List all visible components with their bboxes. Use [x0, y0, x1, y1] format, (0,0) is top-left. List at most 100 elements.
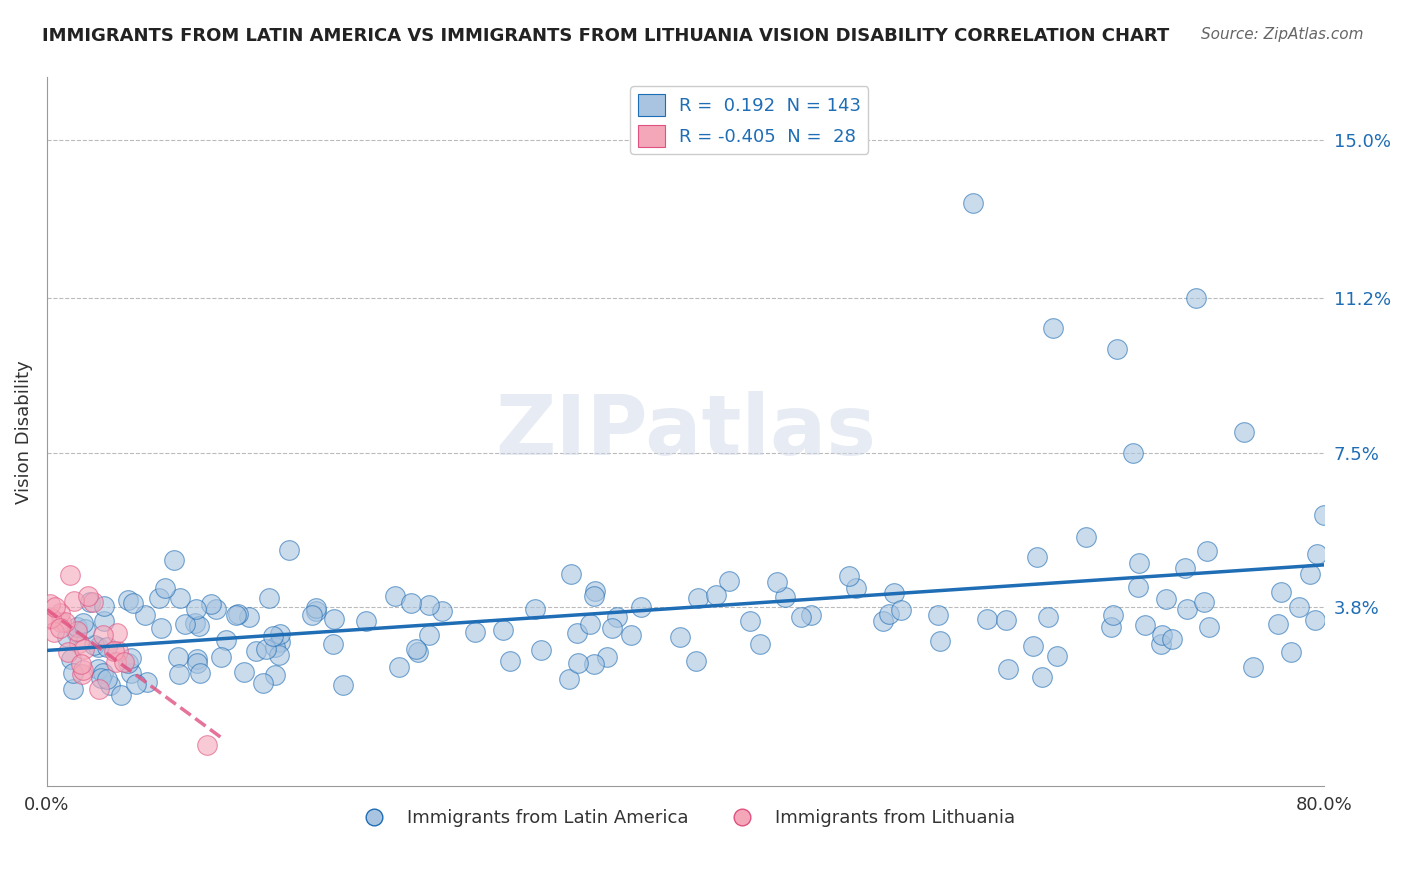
Point: [1128, 556, 1150, 570]
Point: [800, 607, 823, 622]
Point: [44, 600, 66, 615]
Point: [72, 663, 94, 677]
Point: [418, 628, 440, 642]
Point: [620, 628, 643, 642]
Point: [51, 615, 73, 629]
Point: [492, 623, 515, 637]
Point: [42, 625, 65, 640]
Point: [890, 603, 912, 617]
Point: [209, 650, 232, 665]
Point: [1045, 648, 1067, 663]
Point: [1152, 628, 1174, 642]
Point: [1022, 640, 1045, 654]
Point: [232, 665, 254, 680]
Legend: Immigrants from Latin America, Immigrants from Lithuania: Immigrants from Latin America, Immigrant…: [349, 802, 1022, 834]
Point: [790, 610, 813, 624]
Point: [110, 688, 132, 702]
Point: [1267, 617, 1289, 632]
Point: [766, 574, 789, 589]
Point: [579, 617, 602, 632]
Point: [166, 649, 188, 664]
Point: [148, 591, 170, 606]
Point: [1306, 547, 1329, 561]
Point: [1303, 613, 1326, 627]
Point: [686, 591, 709, 606]
Point: [704, 588, 727, 602]
Point: [583, 584, 606, 599]
Point: [749, 637, 772, 651]
Point: [1133, 618, 1156, 632]
Point: [1198, 620, 1220, 634]
Point: [56, 645, 79, 659]
Point: [600, 621, 623, 635]
Point: [254, 641, 277, 656]
Point: [838, 568, 860, 582]
Point: [184, 615, 207, 630]
Point: [717, 574, 740, 589]
Point: [305, 600, 328, 615]
Point: [150, 621, 173, 635]
Point: [79, 595, 101, 609]
Point: [464, 625, 486, 640]
Point: [59, 652, 82, 666]
Point: [73, 622, 96, 636]
Point: [1102, 607, 1125, 622]
Point: [65, 625, 87, 640]
Point: [883, 586, 905, 600]
Point: [91, 627, 114, 641]
Point: [87, 640, 110, 654]
Point: [1099, 620, 1122, 634]
Point: [38, 612, 60, 626]
Point: [195, 738, 218, 752]
Point: [606, 609, 628, 624]
Point: [107, 644, 129, 658]
Point: [430, 604, 453, 618]
Point: [928, 634, 950, 648]
Point: [927, 608, 949, 623]
Point: [384, 589, 406, 603]
Point: [169, 591, 191, 606]
Point: [976, 612, 998, 626]
Point: [530, 643, 553, 657]
Point: [162, 553, 184, 567]
Point: [332, 678, 354, 692]
Point: [120, 651, 142, 665]
Point: [252, 675, 274, 690]
Point: [93, 614, 115, 628]
Point: [63, 594, 86, 608]
Text: IMMIGRANTS FROM LATIN AMERICA VS IMMIGRANTS FROM LITHUANIA VISION DISABILITY COR: IMMIGRANTS FROM LATIN AMERICA VS IMMIGRA…: [42, 27, 1170, 45]
Point: [773, 590, 796, 604]
Point: [1031, 670, 1053, 684]
Point: [1185, 292, 1208, 306]
Point: [685, 653, 707, 667]
Point: [96, 672, 118, 686]
Point: [228, 607, 250, 621]
Point: [53, 615, 76, 629]
Point: [1313, 508, 1336, 523]
Point: [174, 616, 197, 631]
Point: [524, 602, 547, 616]
Point: [269, 634, 291, 648]
Point: [845, 581, 868, 595]
Point: [630, 599, 652, 614]
Point: [499, 654, 522, 668]
Text: ZIPatlas: ZIPatlas: [495, 392, 876, 473]
Point: [257, 591, 280, 605]
Point: [39, 598, 62, 612]
Point: [1299, 567, 1322, 582]
Point: [124, 677, 146, 691]
Point: [738, 614, 761, 628]
Point: [98, 678, 121, 692]
Point: [399, 596, 422, 610]
Point: [595, 650, 617, 665]
Point: [66, 620, 89, 634]
Point: [583, 590, 606, 604]
Point: [1279, 645, 1302, 659]
Point: [215, 632, 238, 647]
Point: [1233, 425, 1256, 439]
Point: [167, 666, 190, 681]
Point: [877, 607, 900, 621]
Point: [267, 648, 290, 662]
Point: [112, 656, 135, 670]
Point: [1175, 602, 1198, 616]
